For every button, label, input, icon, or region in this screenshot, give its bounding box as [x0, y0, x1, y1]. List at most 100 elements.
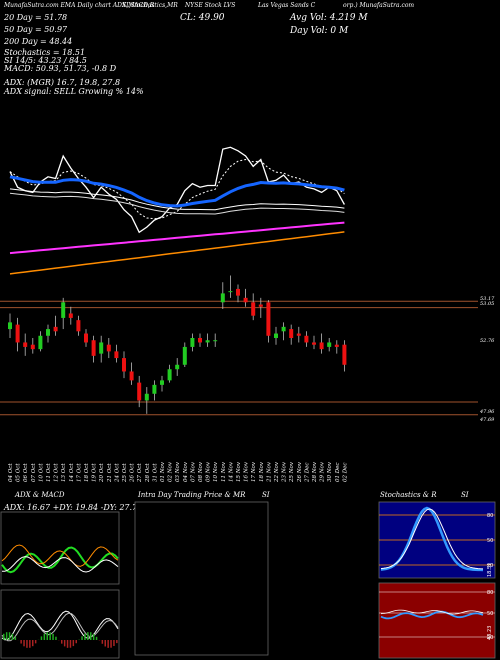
adx-values: ADX: 16.67 +DY: 19.84 -DY: 27.78	[4, 503, 143, 512]
header-ticker: NYSE Stock LVS	[185, 2, 236, 9]
day-volume-label: Day Vol: 0 M	[290, 26, 349, 36]
adx-panel-title: ADX & MACD	[15, 491, 65, 499]
date-tick-label: 27 Oct	[137, 463, 143, 483]
ema100-line	[9, 221, 345, 255]
candle-body	[38, 335, 43, 350]
candle-body	[167, 369, 172, 381]
date-tick-label: 28 Oct	[145, 463, 151, 483]
date-tick-label: 30 Nov	[327, 461, 333, 482]
macd-histogram-bar	[61, 640, 63, 644]
macd-histogram-bar	[8, 632, 11, 640]
date-tick-label: 12 Oct	[54, 463, 60, 482]
macd-histogram-bar	[87, 632, 89, 640]
macd-histogram-bar	[66, 640, 69, 648]
macd-histogram-bar	[95, 636, 98, 640]
candle-body	[319, 342, 324, 350]
adx-label: ADX: (MGR) 16.7, 19.8, 27.8	[4, 78, 121, 87]
candle-body	[198, 338, 202, 343]
candle-body	[68, 313, 73, 318]
date-tick-label: 11 Oct	[46, 463, 52, 482]
price-chart: 04 Oct 05 Oct 06 Oct 07 Oct 10 Oct 11 Oct 12 O…	[0, 146, 478, 483]
header-site: orp.) MunafaSutra.com	[343, 2, 415, 9]
avg-volume-label: Avg Vol: 4.219 M	[290, 13, 368, 23]
date-tick-label: 06 Oct	[23, 463, 29, 482]
ema20-line	[9, 175, 345, 208]
stochastics-k-line	[380, 506, 484, 572]
date-tick-label: 24 Oct	[114, 463, 120, 483]
candle-body	[144, 393, 149, 401]
price-label-mid: 52.76	[480, 338, 495, 344]
date-tick-label: 17 Nov	[251, 461, 257, 482]
macd-histogram-bar	[5, 632, 8, 640]
price-label-high2: 53.05	[480, 301, 495, 307]
date-tick-label: 02 Nov	[168, 461, 174, 482]
date-tick-label: 04 Nov	[183, 461, 189, 482]
stochastics-level-label: 80	[487, 513, 493, 519]
ema50-line	[9, 188, 345, 211]
candle-body	[99, 342, 104, 354]
candle-body	[53, 326, 58, 332]
adx-panel	[0, 511, 120, 585]
date-tick-label: 02 Dec	[342, 463, 348, 483]
stoch-panel-title: Stochastics & R	[380, 491, 437, 499]
candle-body	[152, 384, 157, 394]
candle-body	[334, 344, 339, 347]
date-tick-label: 15 Nov	[236, 461, 242, 482]
macd-histogram-bar	[26, 640, 28, 648]
date-tick-label: 28 Nov	[312, 461, 318, 483]
candle-body	[76, 320, 81, 332]
ema200-label: 200 Day = 48.44	[4, 37, 73, 46]
macd-panel	[0, 589, 120, 659]
intra-panel-title: Intra Day Trading Price & MR	[138, 491, 246, 499]
candle-body	[190, 338, 195, 347]
stochastics-label: Stochastics = 18.51	[4, 48, 86, 57]
rsi-level-label: 80	[487, 590, 493, 596]
candle-body	[137, 382, 142, 401]
candle-body	[304, 335, 309, 343]
macd-signal-line	[1, 612, 119, 642]
macd-histogram-bar	[107, 640, 109, 648]
ema50-band-line	[9, 192, 345, 215]
candle-body	[8, 322, 12, 330]
date-tick-label: 04 Oct	[8, 463, 14, 482]
candle-body	[296, 333, 301, 336]
date-tick-label: 29 Nov	[320, 461, 326, 483]
date-tick-label: 23 Nov	[282, 461, 288, 483]
candle-body	[220, 293, 225, 303]
stochastics-d-line	[380, 508, 484, 570]
date-tick-label: 14 Nov	[228, 461, 234, 482]
candle-body	[243, 297, 248, 303]
date-tick-label: 01 Nov	[160, 461, 166, 482]
candle-body	[342, 344, 347, 365]
candle-body	[91, 340, 96, 356]
candle-body	[205, 340, 210, 343]
macd-histogram-bar	[90, 632, 92, 640]
price-label-low2: 47.69	[480, 417, 495, 423]
candle-body	[129, 371, 134, 381]
macd-histogram-bar	[84, 633, 86, 640]
adx-line	[1, 556, 119, 573]
macd-histogram-bar	[43, 633, 46, 640]
stochastics-level-label: 50	[487, 538, 493, 544]
macd-line	[1, 610, 119, 641]
macd-histogram-bar	[40, 636, 43, 640]
date-tick-label: 22 Nov	[274, 461, 280, 483]
date-tick-label: 16 Nov	[244, 461, 250, 482]
date-tick-label: 20 Oct	[99, 463, 105, 483]
ema200-line	[9, 231, 345, 275]
macd-histogram-bar	[72, 640, 75, 647]
candle-body	[258, 304, 263, 307]
macd-histogram-bar	[14, 636, 17, 640]
macd-histogram-bar	[3, 633, 5, 640]
candle-body	[281, 326, 286, 332]
date-tick-label: 14 Oct	[69, 463, 75, 482]
candle-body	[114, 351, 119, 359]
rsi-label: SI 14/5: 43.23 / 84.5	[4, 56, 87, 65]
macd-histogram-bar	[113, 640, 115, 647]
macd-histogram-bar	[32, 640, 34, 647]
candle-body	[84, 333, 88, 343]
candle-body	[61, 302, 66, 318]
date-tick-label: 26 Nov	[297, 461, 303, 483]
candle-body	[251, 302, 256, 316]
date-tick-label: 21 Oct	[107, 463, 113, 483]
